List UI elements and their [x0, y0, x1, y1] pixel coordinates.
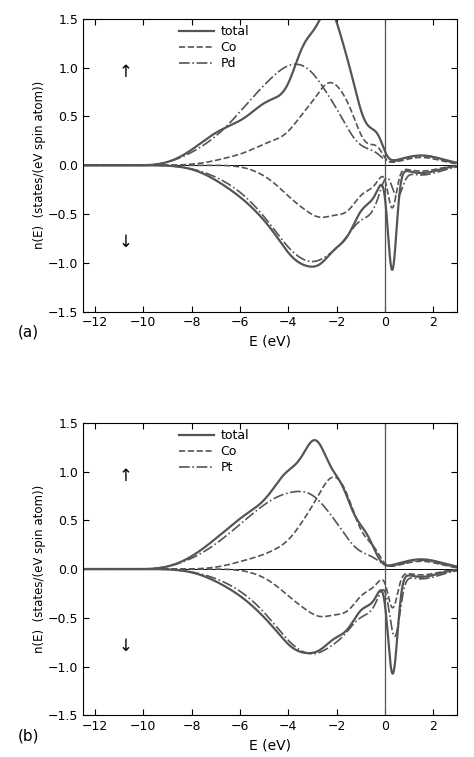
Text: ↑: ↑	[118, 467, 132, 485]
Pd	[293, 60, 299, 69]
Line: total: total	[71, 440, 469, 569]
Y-axis label: n(E)  (states/(eV spin atom)): n(E) (states/(eV spin atom))	[33, 81, 46, 249]
Pt	[296, 487, 302, 496]
Co	[331, 472, 337, 481]
Co	[137, 160, 143, 170]
Co	[466, 564, 472, 573]
Legend: total, Co, Pd: total, Co, Pd	[179, 25, 249, 70]
Text: (a): (a)	[18, 325, 38, 339]
Pt	[466, 564, 472, 573]
X-axis label: E (eV): E (eV)	[249, 739, 291, 752]
total	[238, 115, 244, 124]
Pd	[113, 160, 119, 170]
Pd	[459, 160, 465, 169]
Pt	[416, 556, 422, 565]
total	[68, 160, 74, 170]
Pd	[221, 124, 227, 133]
Pd	[466, 160, 472, 170]
Text: (b): (b)	[18, 728, 39, 743]
X-axis label: E (eV): E (eV)	[249, 335, 291, 349]
Y-axis label: n(E)  (states/(eV spin atom)): n(E) (states/(eV spin atom))	[33, 485, 46, 653]
Line: Pd: Pd	[71, 64, 469, 165]
Co	[221, 154, 227, 163]
Pt	[459, 563, 465, 572]
total	[238, 513, 244, 522]
total	[113, 160, 119, 170]
Co	[68, 565, 74, 574]
Pt	[238, 519, 244, 528]
Pt	[68, 565, 74, 574]
total	[113, 565, 119, 574]
Line: Co: Co	[71, 477, 469, 569]
Co	[238, 149, 244, 158]
Text: ↑: ↑	[118, 64, 132, 82]
total	[221, 124, 227, 133]
total	[68, 565, 74, 574]
Co	[238, 557, 244, 566]
total	[466, 564, 472, 573]
total	[416, 151, 422, 160]
total	[221, 528, 227, 537]
Co	[113, 565, 119, 574]
Co	[466, 160, 472, 170]
total	[312, 435, 318, 444]
Co	[221, 561, 227, 570]
Co	[416, 153, 422, 162]
Legend: total, Co, Pt: total, Co, Pt	[179, 429, 249, 474]
Co	[137, 565, 143, 574]
Pd	[416, 151, 422, 160]
Pd	[137, 160, 143, 170]
Line: Co: Co	[71, 83, 469, 165]
Pd	[68, 160, 74, 170]
Line: total: total	[71, 9, 469, 165]
Pt	[137, 565, 143, 574]
Co	[459, 160, 465, 169]
Pd	[238, 106, 244, 115]
Text: ↓: ↓	[118, 637, 132, 655]
Text: ↓: ↓	[118, 233, 132, 251]
total	[137, 160, 143, 170]
total	[466, 160, 472, 169]
Co	[416, 556, 422, 565]
Co	[68, 160, 74, 170]
Co	[459, 564, 465, 573]
Pt	[221, 533, 227, 542]
Line: Pt: Pt	[71, 491, 469, 569]
Pt	[113, 565, 119, 574]
total	[459, 562, 465, 572]
total	[459, 159, 465, 168]
total	[416, 555, 422, 564]
Co	[113, 160, 119, 170]
Co	[328, 78, 333, 87]
total	[137, 565, 143, 574]
total	[326, 5, 331, 14]
